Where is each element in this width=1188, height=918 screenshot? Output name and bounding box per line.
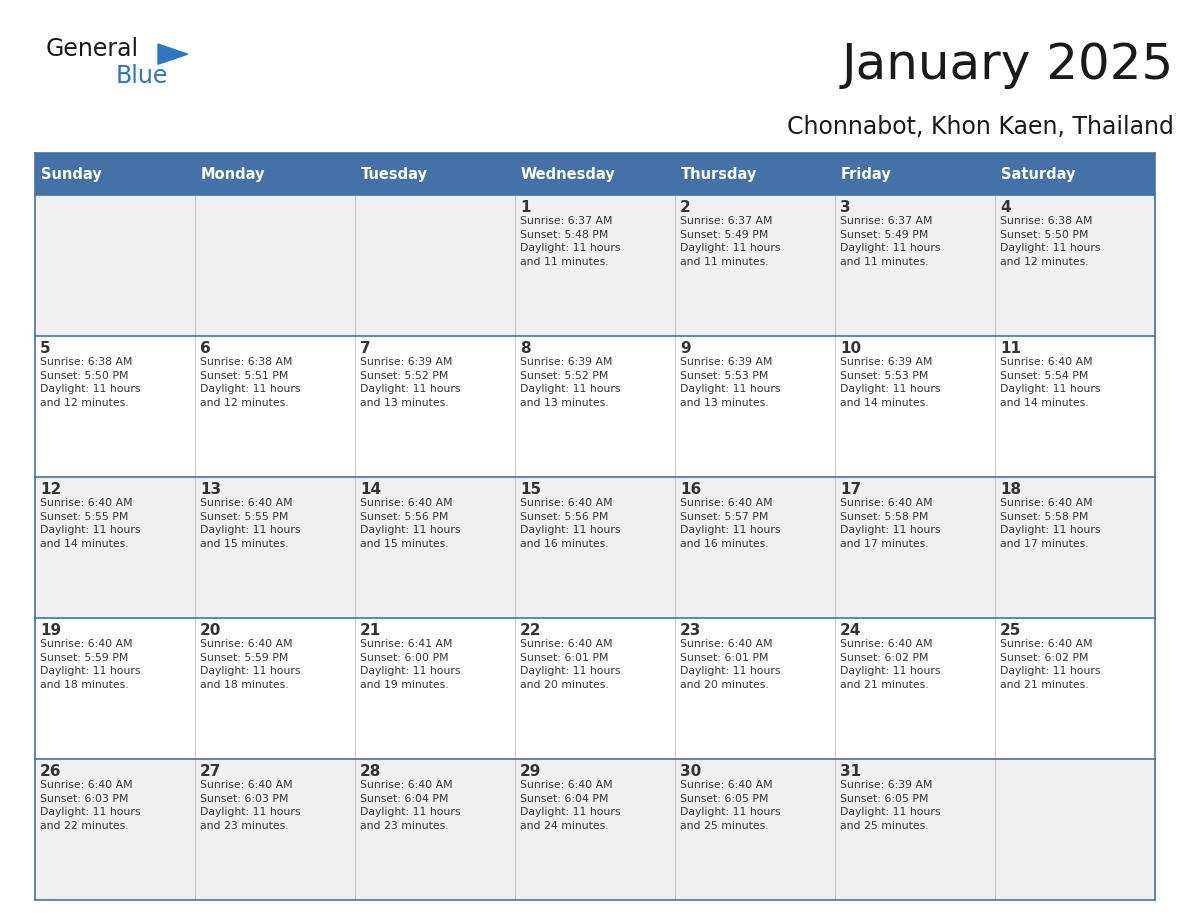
Text: Sunrise: 6:40 AM
Sunset: 5:59 PM
Daylight: 11 hours
and 18 minutes.: Sunrise: 6:40 AM Sunset: 5:59 PM Dayligh… — [200, 639, 301, 689]
Text: 13: 13 — [200, 482, 221, 497]
Text: Wednesday: Wednesday — [522, 166, 615, 182]
Text: Sunrise: 6:38 AM
Sunset: 5:51 PM
Daylight: 11 hours
and 12 minutes.: Sunrise: 6:38 AM Sunset: 5:51 PM Dayligh… — [200, 357, 301, 408]
Text: 9: 9 — [680, 341, 690, 356]
Bar — [34, 618, 1155, 759]
Text: Sunrise: 6:39 AM
Sunset: 5:53 PM
Daylight: 11 hours
and 13 minutes.: Sunrise: 6:39 AM Sunset: 5:53 PM Dayligh… — [680, 357, 781, 408]
Text: 1: 1 — [520, 200, 531, 215]
Text: Sunrise: 6:39 AM
Sunset: 6:05 PM
Daylight: 11 hours
and 25 minutes.: Sunrise: 6:39 AM Sunset: 6:05 PM Dayligh… — [840, 780, 941, 831]
Text: 29: 29 — [520, 764, 542, 779]
Bar — [34, 759, 1155, 900]
Bar — [996, 153, 1155, 195]
Text: 22: 22 — [520, 623, 542, 638]
Text: Sunrise: 6:40 AM
Sunset: 5:56 PM
Daylight: 11 hours
and 16 minutes.: Sunrise: 6:40 AM Sunset: 5:56 PM Dayligh… — [520, 498, 620, 549]
Text: Sunrise: 6:40 AM
Sunset: 6:01 PM
Daylight: 11 hours
and 20 minutes.: Sunrise: 6:40 AM Sunset: 6:01 PM Dayligh… — [520, 639, 620, 689]
Bar — [675, 153, 835, 195]
Text: Sunrise: 6:39 AM
Sunset: 5:53 PM
Daylight: 11 hours
and 14 minutes.: Sunrise: 6:39 AM Sunset: 5:53 PM Dayligh… — [840, 357, 941, 408]
Text: 25: 25 — [1000, 623, 1022, 638]
Text: 7: 7 — [360, 341, 371, 356]
Text: 20: 20 — [200, 623, 221, 638]
Text: Sunrise: 6:40 AM
Sunset: 5:55 PM
Daylight: 11 hours
and 15 minutes.: Sunrise: 6:40 AM Sunset: 5:55 PM Dayligh… — [200, 498, 301, 549]
Text: Sunrise: 6:39 AM
Sunset: 5:52 PM
Daylight: 11 hours
and 13 minutes.: Sunrise: 6:39 AM Sunset: 5:52 PM Dayligh… — [360, 357, 461, 408]
Text: Sunrise: 6:38 AM
Sunset: 5:50 PM
Daylight: 11 hours
and 12 minutes.: Sunrise: 6:38 AM Sunset: 5:50 PM Dayligh… — [1000, 216, 1100, 267]
Text: Monday: Monday — [201, 166, 265, 182]
Text: 11: 11 — [1000, 341, 1020, 356]
Bar — [34, 336, 1155, 477]
Text: 18: 18 — [1000, 482, 1022, 497]
Bar — [34, 477, 1155, 618]
Text: 19: 19 — [40, 623, 61, 638]
Text: Sunrise: 6:40 AM
Sunset: 6:02 PM
Daylight: 11 hours
and 21 minutes.: Sunrise: 6:40 AM Sunset: 6:02 PM Dayligh… — [840, 639, 941, 689]
Text: 28: 28 — [360, 764, 381, 779]
Text: Sunrise: 6:37 AM
Sunset: 5:49 PM
Daylight: 11 hours
and 11 minutes.: Sunrise: 6:37 AM Sunset: 5:49 PM Dayligh… — [840, 216, 941, 267]
Text: General: General — [45, 37, 138, 61]
Bar — [34, 153, 195, 195]
Text: 27: 27 — [200, 764, 221, 779]
Bar — [195, 153, 355, 195]
Text: Sunrise: 6:40 AM
Sunset: 5:54 PM
Daylight: 11 hours
and 14 minutes.: Sunrise: 6:40 AM Sunset: 5:54 PM Dayligh… — [1000, 357, 1100, 408]
Text: 30: 30 — [680, 764, 701, 779]
Text: 14: 14 — [360, 482, 381, 497]
Text: 17: 17 — [840, 482, 861, 497]
Text: Sunrise: 6:37 AM
Sunset: 5:49 PM
Daylight: 11 hours
and 11 minutes.: Sunrise: 6:37 AM Sunset: 5:49 PM Dayligh… — [680, 216, 781, 267]
Text: 21: 21 — [360, 623, 381, 638]
Text: Blue: Blue — [115, 64, 168, 88]
Text: 5: 5 — [40, 341, 51, 356]
Text: Sunrise: 6:40 AM
Sunset: 6:05 PM
Daylight: 11 hours
and 25 minutes.: Sunrise: 6:40 AM Sunset: 6:05 PM Dayligh… — [680, 780, 781, 831]
Text: Sunrise: 6:40 AM
Sunset: 6:04 PM
Daylight: 11 hours
and 23 minutes.: Sunrise: 6:40 AM Sunset: 6:04 PM Dayligh… — [360, 780, 461, 831]
Text: 6: 6 — [200, 341, 210, 356]
Text: 3: 3 — [840, 200, 851, 215]
Text: 2: 2 — [680, 200, 690, 215]
Text: Sunrise: 6:40 AM
Sunset: 5:58 PM
Daylight: 11 hours
and 17 minutes.: Sunrise: 6:40 AM Sunset: 5:58 PM Dayligh… — [1000, 498, 1100, 549]
Text: 31: 31 — [840, 764, 861, 779]
Bar — [34, 195, 1155, 336]
Text: Thursday: Thursday — [681, 166, 758, 182]
Text: Sunrise: 6:40 AM
Sunset: 6:04 PM
Daylight: 11 hours
and 24 minutes.: Sunrise: 6:40 AM Sunset: 6:04 PM Dayligh… — [520, 780, 620, 831]
Text: Tuesday: Tuesday — [361, 166, 428, 182]
Text: Sunrise: 6:40 AM
Sunset: 6:02 PM
Daylight: 11 hours
and 21 minutes.: Sunrise: 6:40 AM Sunset: 6:02 PM Dayligh… — [1000, 639, 1100, 689]
Text: Sunday: Sunday — [42, 166, 102, 182]
Bar — [355, 153, 516, 195]
Text: 4: 4 — [1000, 200, 1011, 215]
Text: Sunrise: 6:41 AM
Sunset: 6:00 PM
Daylight: 11 hours
and 19 minutes.: Sunrise: 6:41 AM Sunset: 6:00 PM Dayligh… — [360, 639, 461, 689]
Text: Chonnabot, Khon Kaen, Thailand: Chonnabot, Khon Kaen, Thailand — [786, 115, 1174, 139]
Text: 24: 24 — [840, 623, 861, 638]
Text: Sunrise: 6:40 AM
Sunset: 5:57 PM
Daylight: 11 hours
and 16 minutes.: Sunrise: 6:40 AM Sunset: 5:57 PM Dayligh… — [680, 498, 781, 549]
Text: Sunrise: 6:37 AM
Sunset: 5:48 PM
Daylight: 11 hours
and 11 minutes.: Sunrise: 6:37 AM Sunset: 5:48 PM Dayligh… — [520, 216, 620, 267]
Text: Saturday: Saturday — [1001, 166, 1075, 182]
Text: 23: 23 — [680, 623, 701, 638]
Text: Sunrise: 6:39 AM
Sunset: 5:52 PM
Daylight: 11 hours
and 13 minutes.: Sunrise: 6:39 AM Sunset: 5:52 PM Dayligh… — [520, 357, 620, 408]
Text: January 2025: January 2025 — [841, 41, 1174, 89]
Text: Sunrise: 6:40 AM
Sunset: 6:01 PM
Daylight: 11 hours
and 20 minutes.: Sunrise: 6:40 AM Sunset: 6:01 PM Dayligh… — [680, 639, 781, 689]
Text: 8: 8 — [520, 341, 531, 356]
Text: Sunrise: 6:40 AM
Sunset: 5:58 PM
Daylight: 11 hours
and 17 minutes.: Sunrise: 6:40 AM Sunset: 5:58 PM Dayligh… — [840, 498, 941, 549]
Text: Sunrise: 6:40 AM
Sunset: 5:55 PM
Daylight: 11 hours
and 14 minutes.: Sunrise: 6:40 AM Sunset: 5:55 PM Dayligh… — [40, 498, 140, 549]
Text: 15: 15 — [520, 482, 541, 497]
Text: 10: 10 — [840, 341, 861, 356]
Bar — [835, 153, 996, 195]
Text: Sunrise: 6:38 AM
Sunset: 5:50 PM
Daylight: 11 hours
and 12 minutes.: Sunrise: 6:38 AM Sunset: 5:50 PM Dayligh… — [40, 357, 140, 408]
Text: 16: 16 — [680, 482, 701, 497]
Text: Sunrise: 6:40 AM
Sunset: 5:56 PM
Daylight: 11 hours
and 15 minutes.: Sunrise: 6:40 AM Sunset: 5:56 PM Dayligh… — [360, 498, 461, 549]
Text: Sunrise: 6:40 AM
Sunset: 6:03 PM
Daylight: 11 hours
and 22 minutes.: Sunrise: 6:40 AM Sunset: 6:03 PM Dayligh… — [40, 780, 140, 831]
Text: Sunrise: 6:40 AM
Sunset: 6:03 PM
Daylight: 11 hours
and 23 minutes.: Sunrise: 6:40 AM Sunset: 6:03 PM Dayligh… — [200, 780, 301, 831]
Text: 12: 12 — [40, 482, 62, 497]
Text: Sunrise: 6:40 AM
Sunset: 5:59 PM
Daylight: 11 hours
and 18 minutes.: Sunrise: 6:40 AM Sunset: 5:59 PM Dayligh… — [40, 639, 140, 689]
Text: Friday: Friday — [841, 166, 892, 182]
Text: 26: 26 — [40, 764, 62, 779]
Bar — [516, 153, 675, 195]
